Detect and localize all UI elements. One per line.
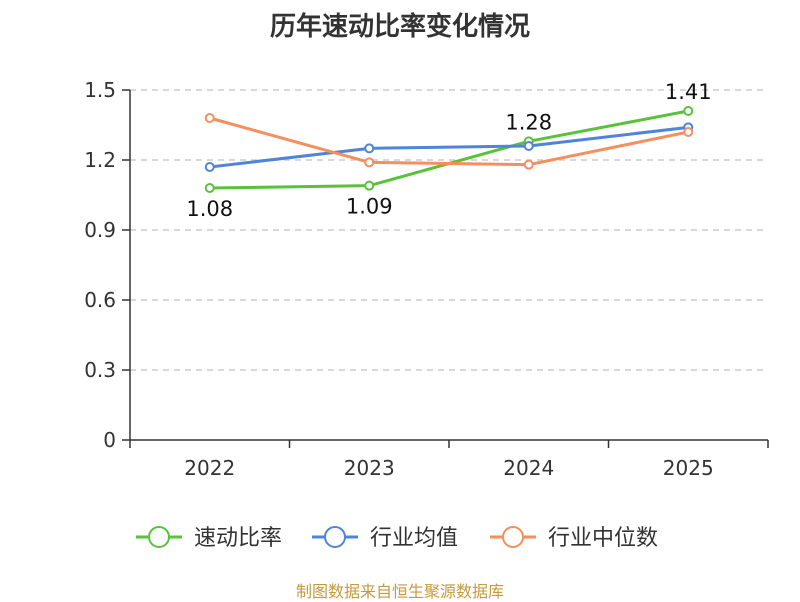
legend-marker-icon <box>502 526 524 548</box>
legend-marker-icon <box>148 526 170 548</box>
data-point <box>683 106 694 116</box>
y-tick-label: 0 <box>103 428 116 452</box>
source-note: 制图数据来自恒生聚源数据库 <box>295 582 504 601</box>
data-point <box>364 180 375 191</box>
y-tick-label: 0.3 <box>84 358 116 382</box>
data-label: 1.41 <box>665 80 712 104</box>
data-label: 1.08 <box>186 197 233 221</box>
legend-label: 行业中位数 <box>548 526 658 551</box>
data-point <box>523 141 534 151</box>
legend-marker-icon <box>324 526 346 548</box>
data-label: 1.09 <box>346 195 393 219</box>
y-tick-label: 0.6 <box>84 288 116 312</box>
x-tick-label: 2023 <box>344 456 395 480</box>
data-point <box>364 157 375 168</box>
data-point <box>683 127 694 137</box>
data-point <box>204 183 215 193</box>
legend-label: 速动比率 <box>194 526 282 551</box>
data-point <box>204 162 215 172</box>
y-tick-label: 1.5 <box>84 78 116 102</box>
data-point <box>204 113 215 123</box>
series-line <box>209 116 689 167</box>
data-label: 1.28 <box>505 110 552 134</box>
data-point <box>364 143 375 154</box>
series-line <box>209 109 689 190</box>
x-tick-label: 2024 <box>503 456 554 480</box>
y-tick-label: 1.2 <box>84 148 116 172</box>
series-line <box>209 125 689 169</box>
data-point <box>523 159 534 170</box>
legend-label: 行业均值 <box>370 526 458 551</box>
chart-title: 历年速动比率变化情况 <box>269 12 530 42</box>
x-tick-label: 2022 <box>184 456 235 480</box>
x-tick-label: 2025 <box>663 456 714 480</box>
y-tick-label: 0.9 <box>84 218 116 242</box>
